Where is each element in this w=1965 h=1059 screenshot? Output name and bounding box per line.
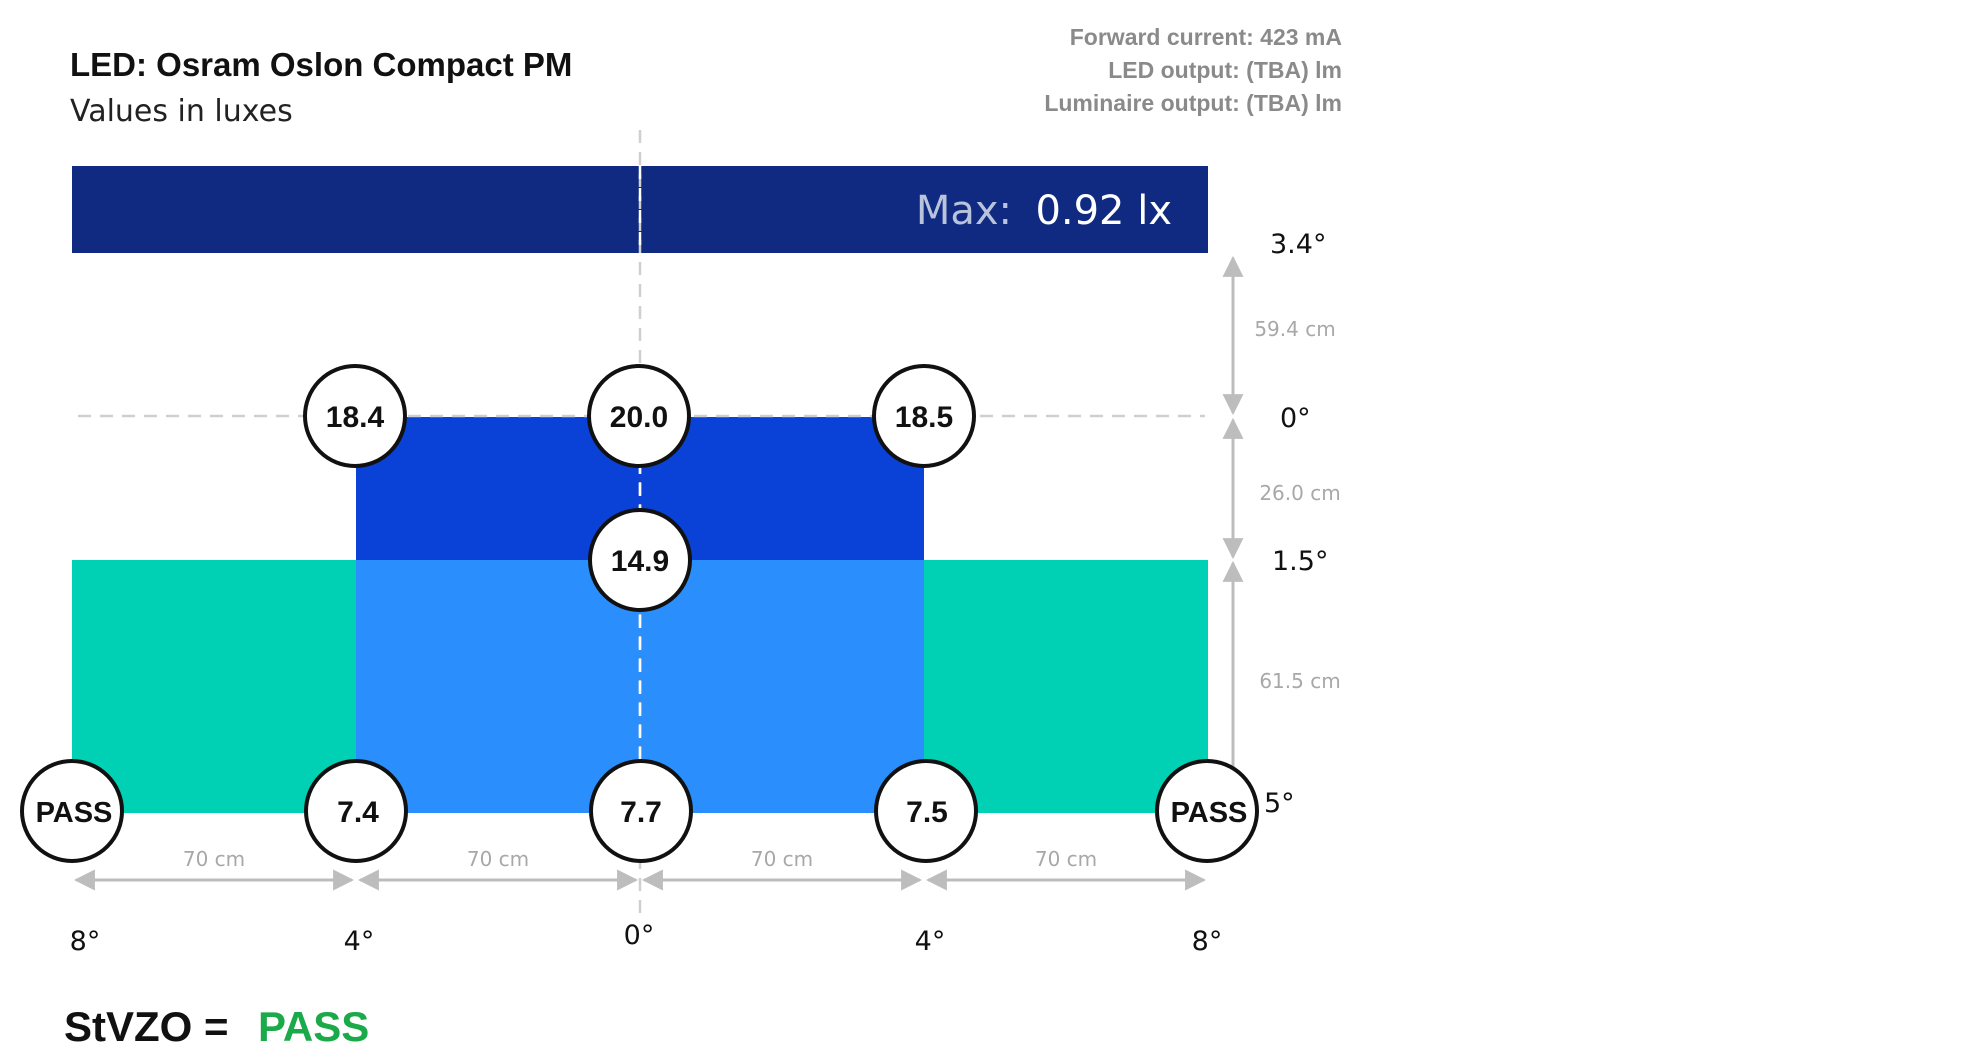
h-angle-center: 0°: [624, 920, 655, 951]
verdict-value: PASS: [258, 1003, 369, 1050]
led-output-text: LED output: (TBA) lm: [1108, 57, 1342, 83]
v-angle-mid: 1.5°: [1272, 546, 1328, 577]
max-label: Max:: [916, 188, 1012, 234]
page-subtitle: Values in luxes: [70, 94, 293, 129]
verdict-label: StVZO =: [64, 1003, 229, 1050]
page-title: LED: Osram Oslon Compact PM: [70, 46, 572, 83]
point-mid-center-value: 14.9: [611, 545, 669, 578]
point-top-right: 18.5: [872, 364, 976, 468]
h-angle-left-outer: 8°: [70, 926, 101, 957]
v-dist-top: 59.4 cm: [1254, 317, 1335, 341]
point-bottom-left-value: 7.4: [337, 796, 379, 829]
luminaire-output-text: Luminaire output: (TBA) lm: [1044, 90, 1342, 116]
h-angle-left-inner: 4°: [344, 926, 375, 957]
h-dist-1: 70 cm: [183, 847, 245, 871]
point-bottom-right: 7.5: [874, 759, 978, 863]
point-top-center: 20.0: [587, 364, 691, 468]
point-bottom-far-left: PASS: [20, 759, 124, 863]
point-bottom-right-value: 7.5: [906, 796, 948, 829]
point-top-right-value: 18.5: [895, 401, 953, 434]
point-bottom-far-right-value: PASS: [1171, 797, 1248, 829]
point-bottom-left: 7.4: [304, 759, 408, 863]
v-dist-mid: 26.0 cm: [1259, 481, 1340, 505]
point-top-left-value: 18.4: [326, 401, 385, 434]
h-angle-right-outer: 8°: [1192, 926, 1223, 957]
h-dist-3: 70 cm: [751, 847, 813, 871]
v-angle-top: 3.4°: [1270, 229, 1326, 260]
point-bottom-far-right: PASS: [1155, 759, 1259, 863]
max-value: 0.92 lx: [1035, 188, 1172, 234]
forward-current-text: Forward current: 423 mA: [1070, 24, 1342, 50]
v-angle-zero: 0°: [1280, 403, 1311, 434]
point-bottom-far-left-value: PASS: [36, 797, 113, 829]
v-dist-bottom: 61.5 cm: [1259, 669, 1340, 693]
point-top-left: 18.4: [303, 364, 407, 468]
v-angle-bottom: 5°: [1264, 788, 1295, 819]
point-top-center-value: 20.0: [610, 401, 668, 434]
point-bottom-center: 7.7: [589, 759, 693, 863]
h-dist-2: 70 cm: [467, 847, 529, 871]
h-angle-right-inner: 4°: [915, 926, 946, 957]
point-bottom-center-value: 7.7: [620, 796, 662, 829]
point-mid-center: 14.9: [588, 508, 692, 612]
h-dist-4: 70 cm: [1035, 847, 1097, 871]
